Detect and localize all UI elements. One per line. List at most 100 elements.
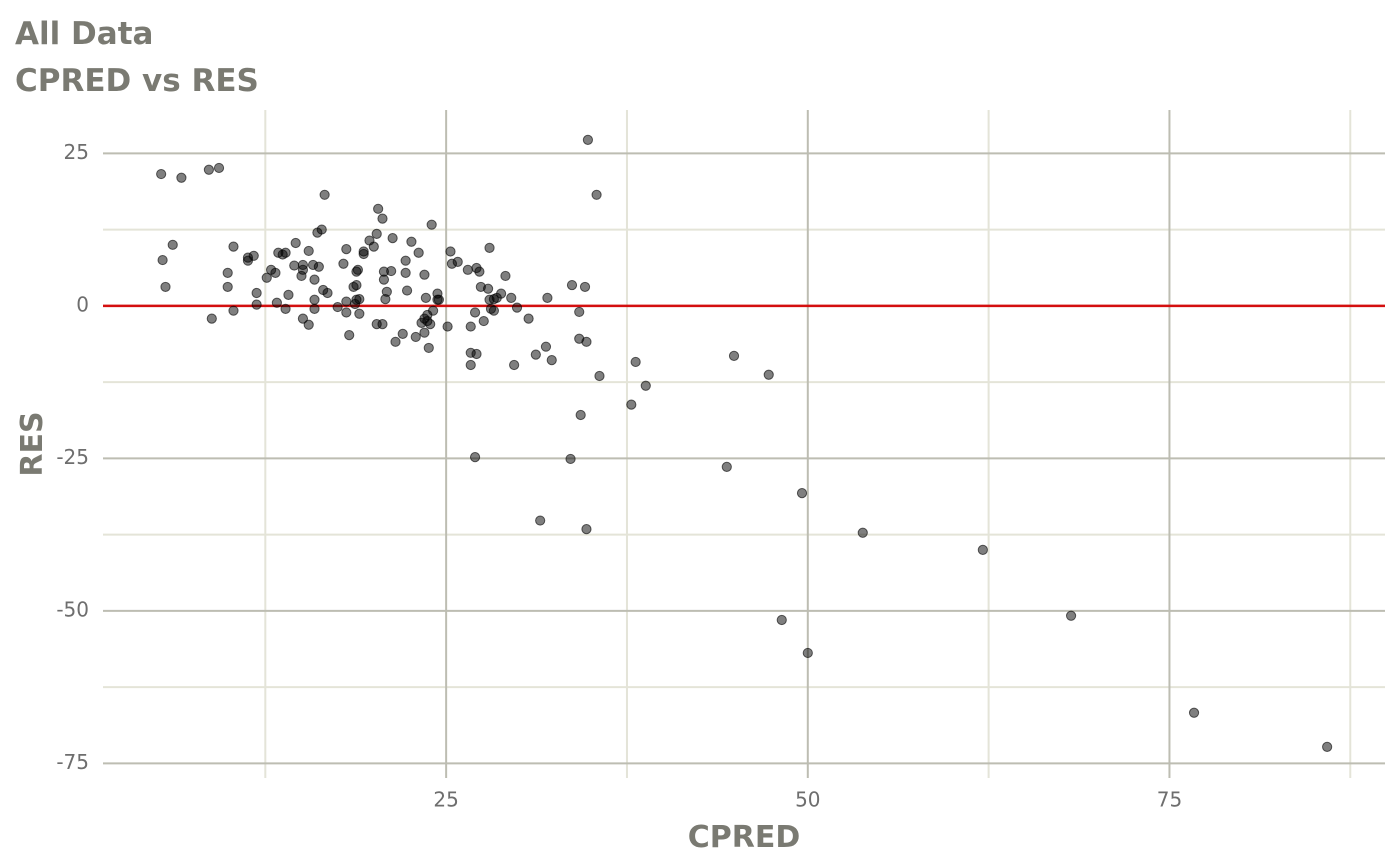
point (290, 237, 301, 249)
point (423, 342, 434, 354)
point (452, 256, 463, 268)
point (176, 172, 187, 183)
point (378, 274, 390, 285)
point (390, 336, 401, 347)
point (496, 288, 507, 299)
point (425, 319, 436, 330)
point (270, 267, 281, 278)
y-axis-title: RES (15, 411, 50, 476)
point (581, 524, 592, 535)
point (857, 527, 868, 538)
point (1065, 610, 1077, 621)
point (484, 242, 495, 253)
point (591, 189, 602, 200)
point (802, 647, 813, 659)
point (400, 267, 411, 278)
point (354, 308, 365, 319)
point (373, 203, 384, 214)
point (506, 292, 517, 303)
point (213, 162, 225, 174)
point (581, 336, 592, 347)
point (303, 245, 314, 257)
point (157, 254, 168, 266)
chart-title: All Data (15, 16, 153, 52)
point (776, 614, 787, 626)
point (509, 359, 520, 371)
point (289, 260, 300, 271)
point (419, 269, 430, 280)
point (322, 287, 333, 299)
point (1188, 707, 1200, 718)
point (540, 341, 552, 352)
point (626, 399, 637, 410)
point (419, 327, 430, 338)
point (796, 488, 808, 499)
point (579, 281, 591, 293)
point (368, 241, 379, 252)
point (341, 243, 352, 255)
point (309, 303, 320, 314)
point (344, 330, 355, 341)
point (397, 328, 408, 339)
point (410, 331, 421, 343)
y-tick-label: -75 (56, 750, 89, 774)
point (297, 259, 309, 271)
point (313, 261, 324, 272)
point (400, 255, 411, 266)
point (271, 297, 282, 308)
point (156, 168, 167, 180)
point (1322, 741, 1333, 752)
point (469, 452, 481, 463)
point (228, 241, 239, 252)
point (303, 319, 314, 330)
point (352, 264, 363, 275)
point (251, 287, 262, 299)
point (377, 213, 388, 224)
point (377, 319, 388, 330)
point (433, 294, 445, 305)
point (535, 515, 546, 526)
point (488, 305, 499, 316)
x-tick-label: 50 (795, 788, 820, 812)
point (530, 349, 541, 360)
point (160, 281, 171, 293)
point (465, 359, 476, 371)
point (420, 292, 431, 303)
point (478, 315, 489, 327)
point (319, 189, 330, 200)
point (594, 370, 605, 382)
point (338, 258, 349, 269)
point (341, 307, 352, 318)
point (167, 239, 178, 250)
point (401, 285, 413, 296)
point (471, 348, 482, 360)
point (462, 264, 473, 275)
point (228, 305, 239, 316)
point (763, 369, 774, 380)
point (469, 307, 481, 318)
x-axis-title: CPRED (688, 820, 801, 855)
y-tick-label: 0 (76, 292, 89, 316)
point (465, 321, 476, 332)
point (332, 301, 343, 313)
point (575, 409, 586, 421)
point (351, 279, 362, 291)
point (386, 265, 397, 277)
chart-subtitle: CPRED vs RES (15, 63, 259, 99)
point (523, 313, 534, 324)
point (482, 283, 494, 294)
point (248, 250, 259, 261)
x-tick-label: 25 (433, 788, 458, 812)
point (203, 164, 214, 175)
point (565, 453, 576, 465)
point (442, 321, 453, 332)
x-tick-label: 75 (1157, 788, 1182, 812)
point (251, 299, 262, 310)
y-tick-label: -25 (56, 445, 89, 469)
point (309, 274, 320, 285)
point (445, 246, 456, 257)
point (630, 356, 641, 368)
y-tick-label: 25 (64, 140, 89, 164)
point (222, 281, 233, 293)
